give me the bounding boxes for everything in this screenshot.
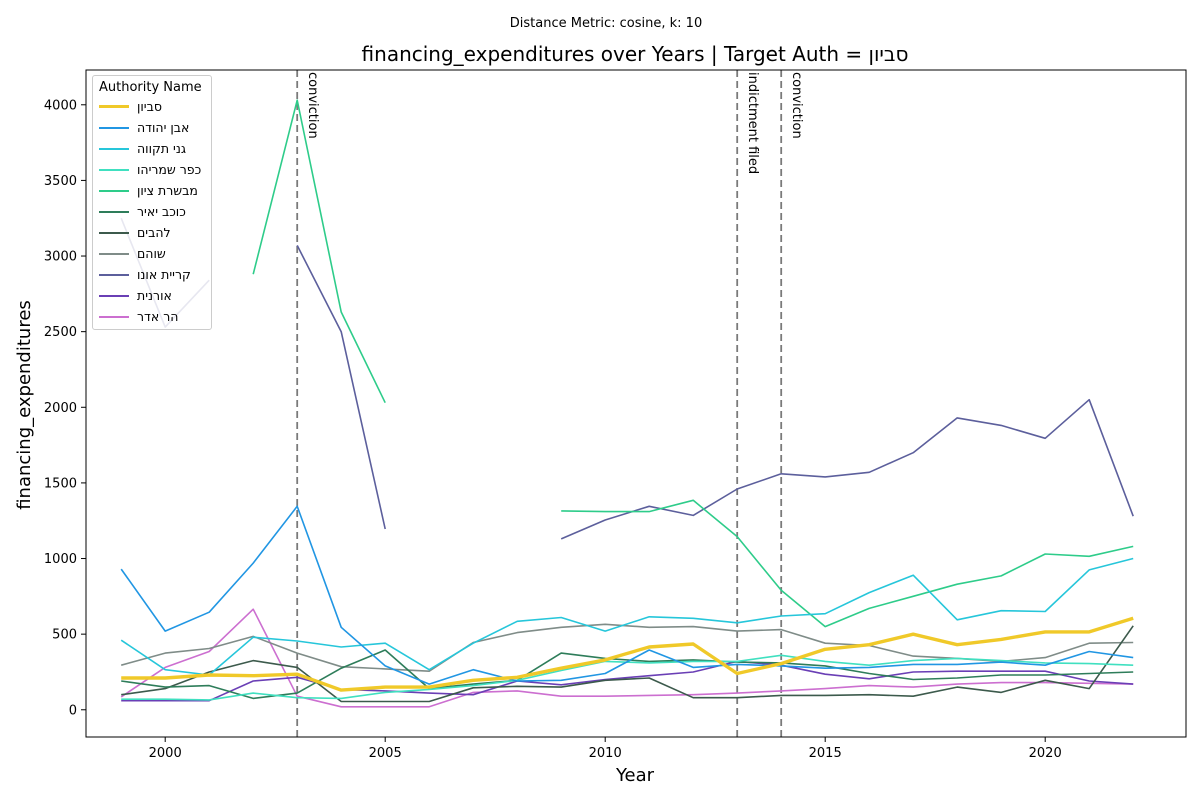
legend-item: קריית אונו xyxy=(99,264,205,285)
legend-label: כוכב יאיר xyxy=(137,204,186,219)
y-axis-label: financing_expenditures xyxy=(14,300,35,510)
legend-title: Authority Name xyxy=(99,80,202,95)
y-tick-label: 1000 xyxy=(44,552,77,567)
event-label-2: conviction xyxy=(789,72,804,139)
legend-label: להבים xyxy=(137,225,171,240)
series-line-1 xyxy=(120,505,1134,685)
plot-frame xyxy=(85,69,1187,738)
legend-label: כפר שמריהו xyxy=(137,162,202,177)
y-tick-label: 4000 xyxy=(44,98,77,113)
legend-item: להבים xyxy=(99,222,205,243)
legend-item: שוהם xyxy=(99,243,205,264)
legend-item: סביון xyxy=(99,96,205,117)
y-tick-label: 0 xyxy=(69,703,77,718)
legend-swatch xyxy=(99,252,129,255)
series-line-9 xyxy=(121,660,1134,702)
legend-swatch xyxy=(99,273,129,276)
series-line-2 xyxy=(120,557,1134,676)
legend-swatch xyxy=(99,147,129,150)
chart-suptitle: Distance Metric: cosine, k: 10 xyxy=(510,16,702,31)
event-label-1: indictment filed xyxy=(745,72,760,174)
legend-swatch xyxy=(99,231,129,234)
series-line-6 xyxy=(121,625,1134,703)
legend-swatch xyxy=(99,315,129,318)
chart-title: financing_expenditures over Years | Targ… xyxy=(362,42,909,66)
legend-item: מבשרת ציון xyxy=(99,180,205,201)
series-line-10 xyxy=(120,608,1134,708)
x-tick-label: 2005 xyxy=(369,746,402,761)
legend-item: אבן יהודה xyxy=(99,117,205,138)
legend-swatch xyxy=(99,126,129,129)
x-tick-label: 2000 xyxy=(149,746,182,761)
legend-label: מבשרת ציון xyxy=(137,183,198,198)
legend-label: קריית אונו xyxy=(137,267,191,282)
legend-swatch xyxy=(99,210,129,213)
y-tick-label: 3000 xyxy=(44,250,77,265)
legend-label: הר אדר xyxy=(137,309,179,324)
series-line-8 xyxy=(120,217,1134,540)
legend-swatch xyxy=(99,168,129,171)
legend-label: שוהם xyxy=(137,246,166,261)
x-tick-label: 2020 xyxy=(1029,746,1062,761)
x-tick-label: 2010 xyxy=(589,746,622,761)
legend-swatch xyxy=(99,105,129,108)
plot-area: conviction indictment filed conviction 2000… xyxy=(44,69,1187,761)
legend: Authority Name סביון אבן יהודה גני תקווה כפ… xyxy=(92,75,212,330)
y-tick-label: 500 xyxy=(52,628,77,643)
series-line-4 xyxy=(252,99,1134,628)
y-tick-label: 1500 xyxy=(44,476,77,491)
series-line-5 xyxy=(121,649,1134,700)
x-axis-label: Year xyxy=(615,765,655,786)
x-tick-label: 2015 xyxy=(809,746,842,761)
y-tick-label: 2500 xyxy=(44,325,77,340)
legend-item: כפר שמריהו xyxy=(99,159,205,180)
event-label-0: conviction xyxy=(305,72,320,139)
legend-item: כוכב יאיר xyxy=(99,201,205,222)
legend-label: סביון xyxy=(137,99,162,114)
series-line-0 xyxy=(121,616,1134,692)
legend-item: הר אדר xyxy=(99,306,205,327)
legend-label: אבן יהודה xyxy=(137,120,190,135)
legend-item: גני תקווה xyxy=(99,138,205,159)
legend-label: אורנית xyxy=(137,288,172,303)
legend-item: אורנית xyxy=(99,285,205,306)
legend-label: גני תקווה xyxy=(137,141,186,156)
y-tick-label: 2000 xyxy=(44,401,77,416)
y-tick-label: 3500 xyxy=(44,174,77,189)
legend-swatch xyxy=(99,294,129,297)
legend-swatch xyxy=(99,189,129,192)
